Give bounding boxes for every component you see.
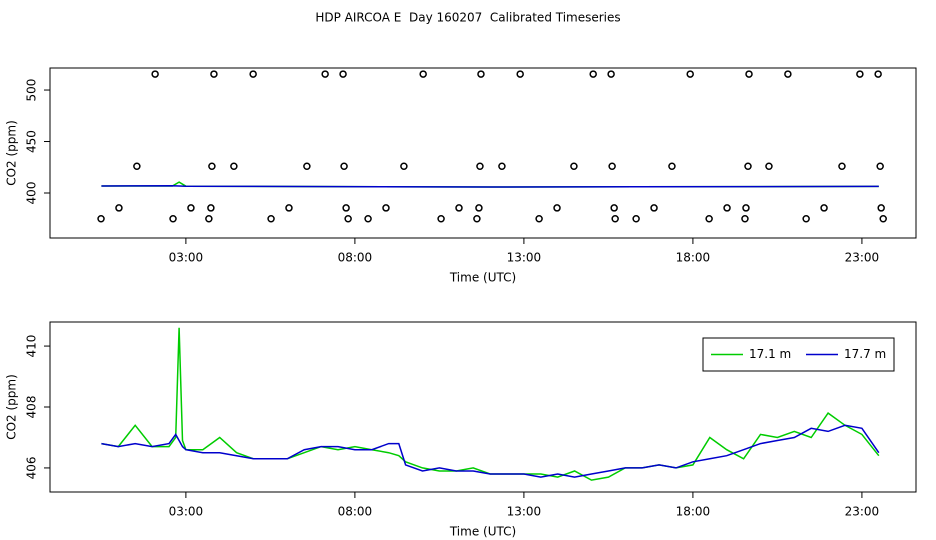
point — [342, 204, 350, 212]
point — [344, 214, 352, 223]
x-tick-label: 18:00 — [676, 505, 711, 519]
x-tick-label: 03:00 — [169, 251, 204, 265]
y-tick-label: 500 — [25, 79, 39, 102]
legend-label: 17.1 m — [749, 347, 791, 361]
point — [877, 204, 885, 212]
point — [802, 214, 810, 223]
point — [589, 70, 597, 78]
point — [340, 162, 348, 170]
y-axis-label: CO2 (ppm) — [5, 120, 19, 186]
point — [187, 204, 195, 212]
point — [210, 70, 218, 78]
point — [169, 214, 177, 223]
point — [744, 162, 752, 170]
point — [745, 70, 753, 78]
point — [856, 70, 864, 78]
point — [874, 70, 882, 78]
x-tick-label: 13:00 — [507, 251, 542, 265]
point — [151, 70, 159, 78]
point — [553, 204, 561, 212]
point — [382, 204, 390, 212]
point — [820, 204, 828, 212]
y-tick-label: 406 — [25, 456, 39, 479]
x-tick-label: 23:00 — [845, 505, 880, 519]
x-tick-label: 08:00 — [338, 251, 373, 265]
point — [364, 214, 372, 223]
point — [650, 204, 658, 212]
point — [838, 162, 846, 170]
x-axis-label: Time (UTC) — [449, 271, 516, 285]
chart-title: HDP AIRCOA E Day 160207 Calibrated Times… — [315, 11, 620, 25]
x-tick-label: 18:00 — [676, 251, 711, 265]
point — [477, 70, 485, 78]
point — [400, 162, 408, 170]
y-tick-label: 400 — [25, 182, 39, 205]
point — [742, 204, 750, 212]
series-line — [101, 185, 879, 188]
point — [455, 204, 463, 212]
x-tick-label: 13:00 — [507, 505, 542, 519]
point — [741, 214, 749, 223]
point — [610, 204, 618, 212]
point — [611, 214, 619, 223]
x-tick-label: 23:00 — [845, 251, 880, 265]
plot-frame — [49, 67, 917, 239]
point — [230, 162, 238, 170]
point — [668, 162, 676, 170]
point — [516, 70, 524, 78]
x-axis-label: Time (UTC) — [449, 525, 516, 539]
point — [267, 214, 275, 223]
point — [476, 162, 484, 170]
point — [285, 204, 293, 212]
point — [205, 214, 213, 223]
point — [475, 204, 483, 212]
point — [115, 204, 123, 212]
point — [303, 162, 311, 170]
point — [437, 214, 445, 223]
y-axis-label: CO2 (ppm) — [5, 374, 19, 440]
y-tick-label: 408 — [25, 396, 39, 419]
point — [686, 70, 694, 78]
point — [321, 70, 329, 78]
point — [879, 214, 887, 223]
y-tick-label: 410 — [25, 335, 39, 358]
point — [249, 70, 257, 78]
point — [705, 214, 713, 223]
point — [765, 162, 773, 170]
x-tick-label: 03:00 — [169, 505, 204, 519]
y-tick-label: 450 — [25, 130, 39, 153]
point — [339, 70, 347, 78]
legend: 17.1 m 17.7 m — [702, 337, 895, 372]
point — [607, 70, 615, 78]
point — [608, 162, 616, 170]
point — [473, 214, 481, 223]
point — [97, 214, 105, 223]
point — [419, 70, 427, 78]
point — [876, 162, 884, 170]
point — [784, 70, 792, 78]
x-tick-label: 08:00 — [338, 505, 373, 519]
series-line — [101, 424, 880, 478]
point — [498, 162, 506, 170]
point — [570, 162, 578, 170]
point — [632, 214, 640, 223]
point — [133, 162, 141, 170]
point — [723, 204, 731, 212]
point — [207, 204, 215, 212]
point — [535, 214, 543, 223]
point — [208, 162, 216, 170]
legend-label: 17.7 m — [844, 347, 886, 361]
